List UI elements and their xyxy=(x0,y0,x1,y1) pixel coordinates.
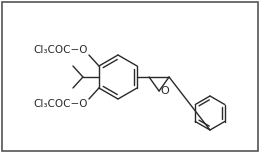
Text: O: O xyxy=(161,86,169,96)
Text: Cl₃COC−O: Cl₃COC−O xyxy=(34,45,88,55)
Text: Cl₃COC−O: Cl₃COC−O xyxy=(34,99,88,109)
